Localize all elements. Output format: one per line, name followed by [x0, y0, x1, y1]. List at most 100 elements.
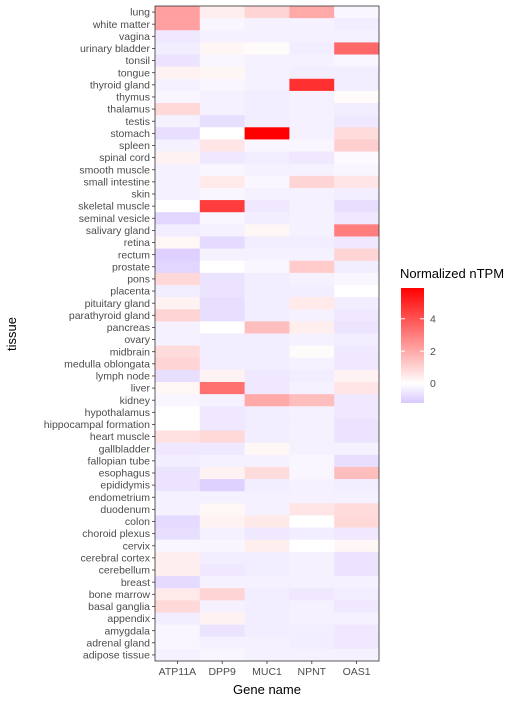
heatmap-cell	[199, 515, 245, 528]
heatmap-cell	[334, 90, 380, 104]
heatmap-cell	[155, 636, 201, 650]
heatmap-cell	[244, 18, 290, 31]
heatmap-cell	[244, 539, 290, 553]
heatmap-cell	[289, 491, 335, 504]
heatmap-cell	[155, 78, 201, 92]
heatmap-cell	[199, 127, 245, 140]
heatmap-cell	[244, 284, 290, 298]
heatmap-cell	[334, 636, 380, 650]
heatmap-cell	[199, 42, 245, 55]
heatmap-cell	[244, 236, 290, 249]
heatmap-cell	[199, 345, 245, 359]
heatmap-cell	[334, 503, 380, 516]
y-tick-label: pons	[127, 274, 150, 286]
heatmap-cell	[334, 284, 380, 298]
x-tick-label: MUC1	[252, 666, 282, 678]
heatmap-cell	[289, 260, 335, 274]
heatmap-cell	[244, 175, 290, 189]
heatmap-cell	[199, 18, 245, 31]
heatmap-cell	[199, 212, 245, 225]
heatmap-cell	[289, 527, 335, 540]
heatmap-cell	[199, 224, 245, 237]
heatmap-cell	[334, 187, 380, 201]
heatmap-cell	[334, 491, 380, 504]
heatmap-cell	[199, 576, 245, 589]
heatmap-cell	[334, 648, 380, 662]
heatmap-cell	[199, 369, 245, 383]
heatmap-cell	[289, 466, 335, 480]
y-tick-label: retina	[124, 237, 150, 249]
heatmap-cell	[334, 624, 380, 638]
y-tick-label: medulla oblongata	[64, 358, 150, 370]
heatmap-cell	[155, 321, 201, 334]
heatmap-cell	[155, 491, 201, 504]
legend-tick-label: 4	[430, 313, 436, 325]
heatmap-cell	[289, 430, 335, 443]
heatmap-cell	[155, 163, 201, 177]
heatmap-cell	[289, 163, 335, 177]
heatmap-cell	[199, 406, 245, 419]
heatmap-cell	[244, 442, 290, 456]
heatmap-cell	[289, 309, 335, 322]
heatmap-cell	[334, 406, 380, 419]
heatmap-cell	[289, 648, 335, 662]
heatmap-cell	[334, 612, 380, 625]
y-tick-label: placenta	[110, 286, 150, 298]
heatmap-cell	[244, 309, 290, 322]
heatmap-cell	[334, 576, 380, 589]
heatmap-cell	[199, 248, 245, 262]
y-tick-label: thalamus	[107, 104, 150, 116]
heatmap-cell	[199, 430, 245, 443]
y-tick-label: hypothalamus	[85, 407, 150, 419]
legend-tick-label: 0	[430, 378, 436, 390]
heatmap-cell	[289, 297, 335, 310]
y-tick-label: salivary gland	[86, 225, 150, 237]
heatmap-cell	[289, 66, 335, 80]
heatmap-cell	[155, 103, 201, 116]
heatmap-cell	[199, 297, 245, 310]
heatmap-cell	[334, 66, 380, 80]
y-tick-label: lung	[130, 7, 150, 19]
heatmap-cell	[155, 297, 201, 310]
heatmap-cell	[244, 187, 290, 201]
heatmap-cell	[334, 369, 380, 383]
heatmap-cell	[244, 321, 290, 334]
heatmap-cell	[289, 54, 335, 67]
x-tick-label: ATP11A	[159, 666, 197, 678]
heatmap-cell	[289, 284, 335, 298]
y-tick-label: duodenum	[100, 504, 150, 516]
heatmap-cell	[155, 212, 201, 225]
heatmap-cell	[334, 357, 380, 371]
heatmap-cell	[334, 382, 380, 395]
heatmap-cell	[289, 539, 335, 553]
heatmap-cell	[334, 600, 380, 613]
y-tick-label: pituitary gland	[85, 298, 151, 310]
heatmap-cell	[289, 175, 335, 189]
heatmap-cell	[199, 382, 245, 395]
heatmap-cell	[155, 624, 201, 638]
heatmap-cell	[334, 309, 380, 322]
heatmap-cell	[155, 551, 201, 565]
heatmap-cell	[155, 527, 201, 540]
heatmap-cell	[199, 466, 245, 480]
heatmap-cell	[244, 224, 290, 237]
heatmap-cell	[244, 466, 290, 480]
heatmap-cell	[199, 103, 245, 116]
y-tick-label: bone marrow	[89, 589, 151, 601]
heatmap-cell	[244, 333, 290, 346]
heatmap-cell	[289, 418, 335, 431]
heatmap-cell	[199, 115, 245, 128]
heatmap-cell	[289, 18, 335, 31]
heatmap-cell	[334, 224, 380, 237]
heatmap-cell	[244, 551, 290, 565]
y-tick-label: small intestine	[83, 176, 150, 188]
heatmap-cell	[289, 454, 335, 468]
heatmap-cell	[244, 406, 290, 419]
heatmap-cell	[155, 539, 201, 553]
heatmap-cell	[155, 345, 201, 359]
heatmap-cell	[289, 42, 335, 55]
heatmap-cell	[289, 624, 335, 638]
heatmap-cell	[334, 588, 380, 601]
heatmap-cell	[244, 394, 290, 407]
